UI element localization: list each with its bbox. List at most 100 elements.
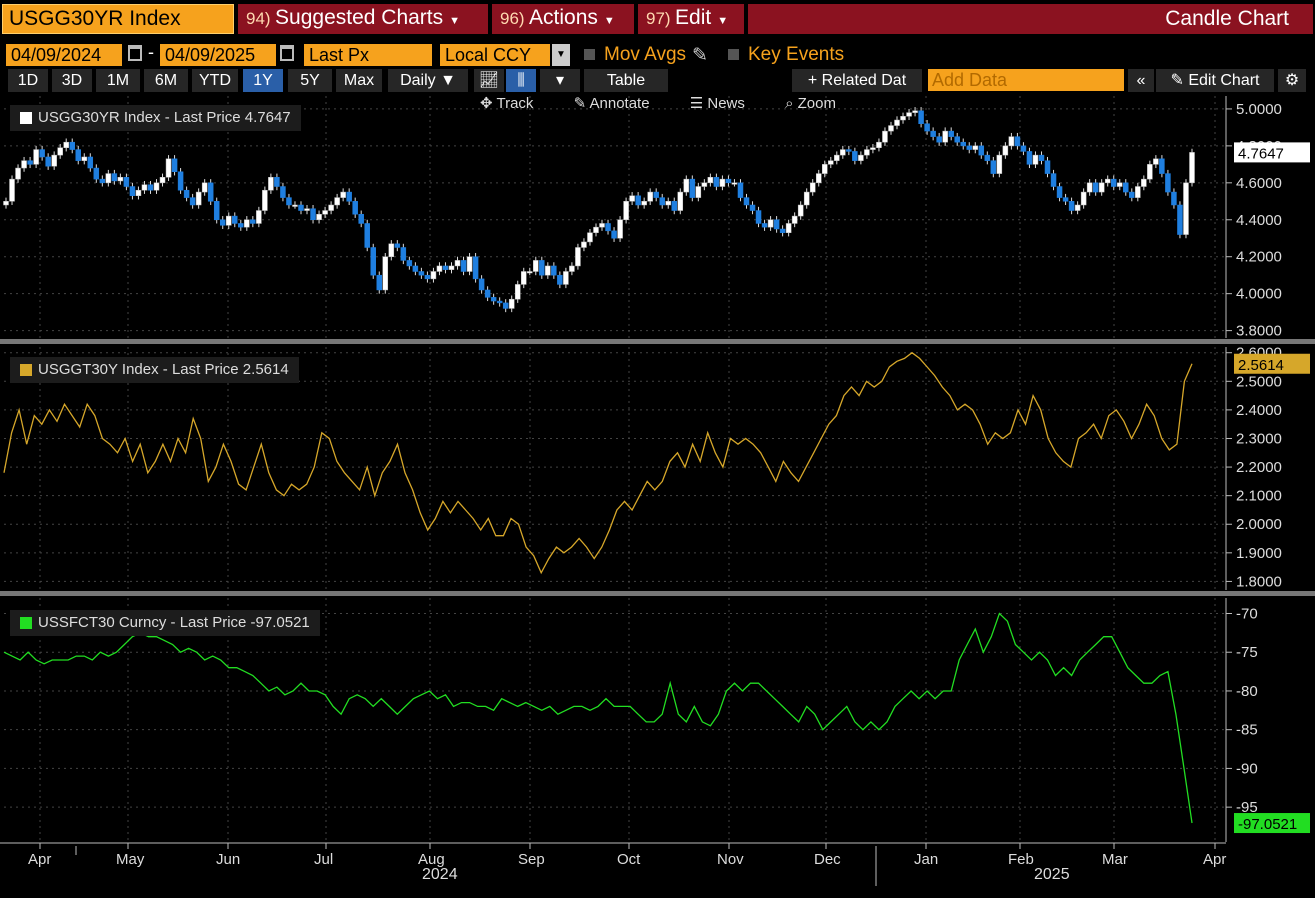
- candle-chart-icon[interactable]: ⫼: [506, 69, 536, 92]
- chevron-down-icon[interactable]: ▼: [552, 44, 570, 66]
- candle: [189, 197, 196, 206]
- year-label: 2025: [1034, 866, 1070, 883]
- candle: [298, 204, 304, 211]
- candle: [1177, 204, 1183, 235]
- candle: [834, 154, 840, 161]
- candle: [797, 204, 804, 217]
- candle: [256, 210, 262, 224]
- edit-chart-button[interactable]: ✎ Edit Chart: [1156, 69, 1274, 92]
- last-value-box: [1234, 813, 1310, 834]
- menu-label: Actions: [529, 6, 598, 29]
- candle: [454, 260, 461, 267]
- candle: [1014, 136, 1021, 147]
- mov-avgs-label[interactable]: Mov Avgs: [604, 44, 687, 65]
- period-ytd[interactable]: YTD: [192, 69, 238, 92]
- candle: [27, 160, 33, 165]
- key-events-checkbox[interactable]: [728, 49, 739, 60]
- y-tick-label: 2.0000: [1236, 516, 1282, 533]
- candle: [520, 271, 527, 285]
- candle: [1086, 182, 1093, 193]
- candle: [484, 289, 491, 298]
- period-3d[interactable]: 3D: [52, 69, 92, 92]
- candle: [605, 223, 611, 232]
- period-1d[interactable]: 1D: [8, 69, 48, 92]
- chart-canvas[interactable]: 5.00004.80004.60004.40004.20004.00003.80…: [0, 92, 1315, 898]
- add-data-input[interactable]: Add Data: [928, 69, 1124, 91]
- news-tool[interactable]: ☰ News: [689, 95, 745, 112]
- track-tool[interactable]: ✥ Track: [480, 95, 534, 112]
- candle: [689, 178, 696, 198]
- pencil-icon[interactable]: ✎: [692, 45, 708, 66]
- suggested-charts-menu[interactable]: 94) Suggested Charts ▼: [238, 4, 488, 34]
- start-date-field[interactable]: 04/09/2024: [6, 44, 122, 66]
- candle: [33, 149, 39, 165]
- candle: [653, 191, 659, 198]
- candle: [3, 201, 9, 206]
- ticker-field[interactable]: USGG30YR Index: [2, 4, 234, 34]
- x-tick-label: Nov: [717, 851, 744, 868]
- y-tick-label: -95: [1236, 799, 1258, 816]
- y-tick-label: 1.9000: [1236, 545, 1282, 562]
- candle: [840, 149, 846, 156]
- candle: [508, 298, 515, 309]
- related-data-button[interactable]: + Related Dat: [792, 69, 922, 92]
- candle: [406, 260, 413, 267]
- table-button[interactable]: Table: [584, 69, 668, 92]
- edit-chart-label: Edit Chart: [1188, 72, 1260, 89]
- line-chart-icon[interactable]: 📈︎: [474, 69, 504, 92]
- price-field-select[interactable]: Last Px: [304, 44, 432, 66]
- candle: [334, 197, 340, 206]
- candle: [358, 213, 364, 224]
- candle: [376, 274, 383, 291]
- candle: [382, 256, 389, 291]
- candle: [201, 182, 208, 193]
- menu-number: 94): [246, 9, 271, 28]
- period-1m[interactable]: 1M: [96, 69, 140, 92]
- candle: [370, 247, 376, 276]
- candle: [1153, 158, 1159, 165]
- y-tick-label: -75: [1236, 644, 1258, 661]
- candle: [930, 130, 936, 137]
- period-max[interactable]: Max: [336, 69, 382, 92]
- period-5y[interactable]: 5Y: [288, 69, 332, 92]
- key-events-label[interactable]: Key Events: [748, 44, 845, 65]
- period-1y[interactable]: 1Y: [243, 69, 283, 92]
- calendar-icon[interactable]: [280, 45, 294, 61]
- candle: [21, 160, 27, 169]
- zoom-tool[interactable]: ⌕ Zoom: [785, 95, 836, 112]
- gear-icon[interactable]: ⚙: [1278, 69, 1306, 92]
- annotate-tool[interactable]: ✎ Annotate: [573, 95, 650, 112]
- calendar-icon[interactable]: [128, 45, 142, 61]
- x-tick-label: Apr: [28, 851, 51, 868]
- y-tick-label: -70: [1236, 605, 1258, 622]
- last-value-label: 4.7647: [1238, 145, 1284, 162]
- candle: [557, 274, 563, 285]
- candle: [990, 160, 997, 174]
- currency-select[interactable]: Local CCY: [440, 44, 550, 66]
- series-line: [3, 612, 1193, 824]
- x-tick-label: Dec: [814, 851, 841, 868]
- chevron-down-icon[interactable]: ▾: [540, 69, 580, 92]
- last-value-box: [1234, 353, 1310, 374]
- candle: [1104, 178, 1111, 184]
- end-date-field[interactable]: 04/09/2025: [160, 44, 276, 66]
- candle: [1038, 154, 1045, 161]
- candle: [63, 141, 69, 148]
- candle: [966, 145, 972, 150]
- candle: [123, 177, 130, 187]
- mov-avgs-checkbox[interactable]: [584, 49, 595, 60]
- candle: [15, 167, 21, 180]
- candle: [978, 145, 985, 156]
- candle: [659, 197, 665, 206]
- y-tick-label: 3.8000: [1236, 323, 1282, 340]
- period-6m[interactable]: 6M: [144, 69, 188, 92]
- candle: [57, 147, 63, 156]
- actions-menu[interactable]: 96) Actions ▼: [492, 4, 634, 34]
- candle: [1020, 145, 1027, 152]
- legend-swatch: [20, 617, 32, 629]
- y-tick-label: 2.2000: [1236, 459, 1282, 476]
- frequency-select[interactable]: Daily ▼: [388, 69, 468, 92]
- collapse-icon[interactable]: «: [1128, 69, 1154, 92]
- candle: [81, 156, 88, 161]
- edit-menu[interactable]: 97) Edit ▼: [638, 4, 744, 34]
